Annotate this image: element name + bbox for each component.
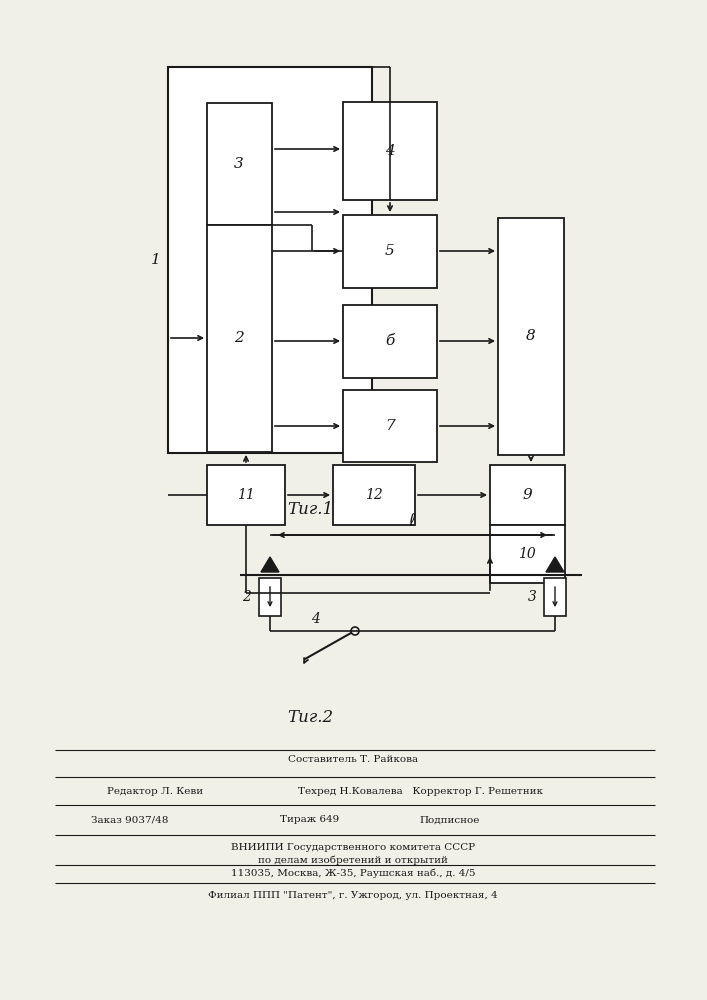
Polygon shape	[546, 557, 564, 572]
Text: $\ell$: $\ell$	[408, 512, 417, 530]
Text: 2: 2	[243, 590, 252, 604]
Text: 1: 1	[151, 253, 161, 267]
Text: ВНИИПИ Государственного комитета СССР: ВНИИПИ Государственного комитета СССР	[231, 842, 475, 852]
Text: Составитель Т. Райкова: Составитель Т. Райкова	[288, 756, 418, 764]
Bar	[207, 465, 285, 525]
Text: 8: 8	[526, 329, 536, 343]
Bar	[544, 578, 566, 616]
Text: 12: 12	[365, 488, 383, 502]
Bar	[343, 390, 437, 462]
Text: Τиг.1: Τиг.1	[287, 502, 333, 518]
Bar	[207, 225, 272, 452]
Text: 7: 7	[385, 419, 395, 433]
Bar	[498, 218, 564, 455]
Bar	[207, 103, 272, 225]
Bar	[490, 525, 565, 583]
Text: 10: 10	[518, 547, 536, 561]
Text: 3: 3	[234, 157, 244, 171]
Text: 4: 4	[385, 144, 395, 158]
Bar	[490, 465, 565, 525]
Text: Редактор Л. Кеви: Редактор Л. Кеви	[107, 786, 203, 796]
Bar	[333, 465, 415, 525]
Text: 3: 3	[527, 590, 537, 604]
Text: 4: 4	[310, 612, 320, 626]
Bar	[259, 578, 281, 616]
Text: Тираж 649: Тираж 649	[281, 816, 339, 824]
Bar	[343, 102, 437, 200]
Text: 113035, Москва, Ж-35, Раушская наб., д. 4/5: 113035, Москва, Ж-35, Раушская наб., д. …	[230, 868, 475, 878]
Bar	[343, 215, 437, 288]
Text: Техред Н.Ковалева   Корректор Г. Решетник: Техред Н.Ковалева Корректор Г. Решетник	[298, 786, 542, 796]
Text: Τиг.2: Τиг.2	[287, 710, 333, 726]
Text: Филиал ППП "Патент", г. Ужгород, ул. Проектная, 4: Филиал ППП "Патент", г. Ужгород, ул. Про…	[208, 890, 498, 900]
Bar	[168, 67, 372, 453]
Bar	[343, 305, 437, 378]
Text: 2: 2	[234, 331, 244, 345]
Text: 9: 9	[522, 488, 532, 502]
Text: б: б	[385, 334, 395, 348]
Text: Подписное: Подписное	[420, 816, 480, 824]
Text: Заказ 9037/48: Заказ 9037/48	[91, 816, 169, 824]
Polygon shape	[261, 557, 279, 572]
Text: 11: 11	[237, 488, 255, 502]
Text: по делам изобретений и открытий: по делам изобретений и открытий	[258, 855, 448, 865]
Text: 5: 5	[385, 244, 395, 258]
